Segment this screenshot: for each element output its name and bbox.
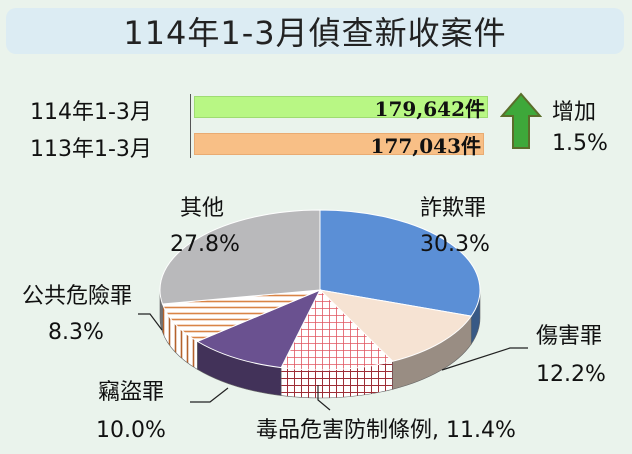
slice-name-assault: 傷害罪 [536,324,603,349]
slice-pct-public-danger: 8.3% [48,320,104,345]
bar-114: 179,642件 [194,96,488,121]
pie-slice-0 [319,209,481,317]
pie-slice-2 [280,289,394,371]
slice-pct-theft: 10.0% [96,418,166,443]
slice-name-fraud: 詐欺罪 [420,196,487,221]
title-banner: 114年1-3月偵查新收案件 [6,8,624,54]
page-title: 114年1-3月偵查新收案件 [123,14,507,52]
slice-name-theft: 竊盜罪 [98,380,165,405]
slice-pct-fraud: 30.3% [420,232,490,257]
bar-113: 177,043件 [194,133,484,158]
increase-label: 增加 [552,100,597,125]
leader-qiedao [190,387,229,403]
axis-divider [190,94,191,158]
row-label-114: 114年1-3月 [30,100,152,125]
up-arrow-icon [500,92,542,149]
pie-slice-1 [318,289,473,362]
leader-gonggong [138,313,163,331]
pie-slice-5 [159,209,321,305]
slice-pct-drugs: 11.4% [446,418,516,443]
slice-name-public-danger: 公共危險罪 [22,284,133,309]
leader-dupin [317,385,331,411]
increase-value: 1.5% [552,131,608,156]
pie-slice-3 [196,289,322,369]
slice-pct-other: 27.8% [170,232,240,257]
slice-label-drugs: 毒品危害防制條例, 11.4% [256,418,516,443]
slice-pct-assault: 12.2% [536,362,606,387]
slice-name-other: 其他 [180,196,225,221]
leader-shanghai [441,347,528,371]
row-label-113: 113年1-3月 [30,137,152,162]
slice-name-drugs: 毒品危害防制條例 [256,418,433,443]
